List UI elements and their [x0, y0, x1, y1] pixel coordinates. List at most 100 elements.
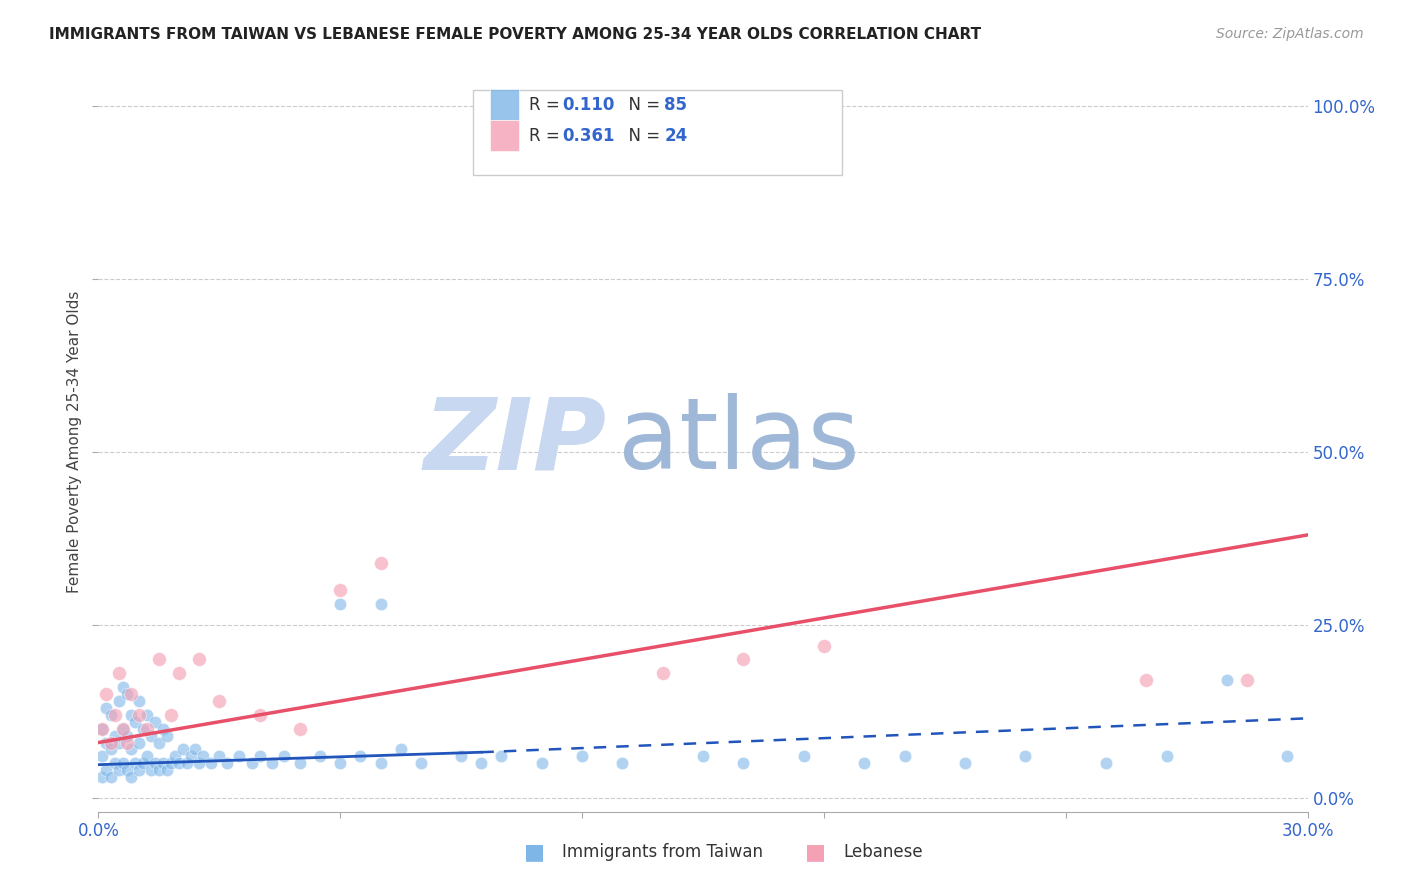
FancyBboxPatch shape: [491, 89, 519, 120]
Point: [143, 756, 166, 771]
Text: Lebanese: Lebanese: [844, 843, 924, 861]
Point: [91, 722, 114, 736]
Point: [135, 749, 157, 764]
Point: [249, 749, 271, 764]
Point: [163, 749, 186, 764]
Point: [120, 770, 142, 784]
Point: [180, 749, 202, 764]
Point: [139, 729, 162, 743]
Point: [103, 729, 125, 743]
Point: [120, 742, 142, 756]
Point: [152, 722, 174, 736]
Point: [1014, 749, 1036, 764]
Text: 85: 85: [664, 95, 688, 113]
Point: [329, 583, 352, 598]
Point: [409, 756, 432, 771]
Point: [100, 770, 122, 784]
Point: [370, 597, 392, 611]
Point: [1216, 673, 1239, 688]
Point: [273, 749, 295, 764]
Point: [208, 749, 231, 764]
Point: [733, 652, 755, 666]
Text: Immigrants from Taiwan: Immigrants from Taiwan: [562, 843, 763, 861]
Point: [450, 749, 472, 764]
Point: [96, 763, 118, 777]
Point: [107, 735, 129, 749]
Point: [148, 763, 170, 777]
Point: [953, 756, 976, 771]
Point: [96, 687, 118, 701]
Point: [853, 756, 876, 771]
Point: [111, 756, 134, 771]
Point: [96, 735, 118, 749]
Text: ■: ■: [524, 842, 544, 862]
Point: [389, 742, 412, 756]
Point: [200, 756, 222, 771]
Point: [260, 756, 283, 771]
Text: Source: ZipAtlas.com: Source: ZipAtlas.com: [1216, 27, 1364, 41]
Point: [793, 749, 815, 764]
Point: [96, 701, 118, 715]
Point: [612, 756, 634, 771]
Point: [288, 722, 311, 736]
Point: [156, 763, 179, 777]
Point: [139, 763, 162, 777]
Text: N =: N =: [619, 95, 665, 113]
Point: [100, 742, 122, 756]
Point: [103, 707, 125, 722]
Point: [91, 770, 114, 784]
Point: [733, 756, 755, 771]
Point: [100, 735, 122, 749]
Point: [176, 756, 198, 771]
Point: [135, 707, 157, 722]
Text: 0.361: 0.361: [562, 127, 616, 145]
Point: [111, 680, 134, 694]
Point: [188, 652, 211, 666]
Point: [128, 707, 150, 722]
Point: [103, 756, 125, 771]
Point: [208, 694, 231, 708]
Point: [491, 749, 513, 764]
Point: [249, 707, 271, 722]
Point: [115, 687, 138, 701]
FancyBboxPatch shape: [474, 90, 842, 175]
Point: [1135, 673, 1157, 688]
Point: [167, 666, 190, 681]
Point: [143, 714, 166, 729]
Point: [193, 749, 215, 764]
Point: [1236, 673, 1258, 688]
Point: [893, 749, 915, 764]
Point: [370, 756, 392, 771]
Point: [132, 756, 155, 771]
Point: [217, 756, 239, 771]
Point: [115, 729, 138, 743]
Point: [115, 763, 138, 777]
Point: [124, 714, 146, 729]
Point: [1277, 749, 1299, 764]
Point: [530, 756, 553, 771]
Point: [228, 749, 250, 764]
Point: [672, 99, 695, 113]
Point: [813, 639, 835, 653]
Point: [128, 763, 150, 777]
Text: R =: R =: [529, 95, 565, 113]
Point: [160, 756, 183, 771]
Point: [156, 729, 179, 743]
Point: [240, 756, 263, 771]
Point: [107, 666, 129, 681]
Point: [349, 749, 371, 764]
Text: ■: ■: [806, 842, 825, 862]
Point: [167, 756, 190, 771]
Point: [135, 722, 157, 736]
Point: [329, 597, 352, 611]
Point: [184, 742, 207, 756]
Point: [172, 742, 194, 756]
Point: [132, 722, 155, 736]
Point: [152, 756, 174, 771]
Text: N =: N =: [619, 127, 665, 145]
Point: [1095, 756, 1118, 771]
Point: [128, 735, 150, 749]
Text: IMMIGRANTS FROM TAIWAN VS LEBANESE FEMALE POVERTY AMONG 25-34 YEAR OLDS CORRELAT: IMMIGRANTS FROM TAIWAN VS LEBANESE FEMAL…: [49, 27, 981, 42]
Point: [128, 694, 150, 708]
Point: [124, 756, 146, 771]
